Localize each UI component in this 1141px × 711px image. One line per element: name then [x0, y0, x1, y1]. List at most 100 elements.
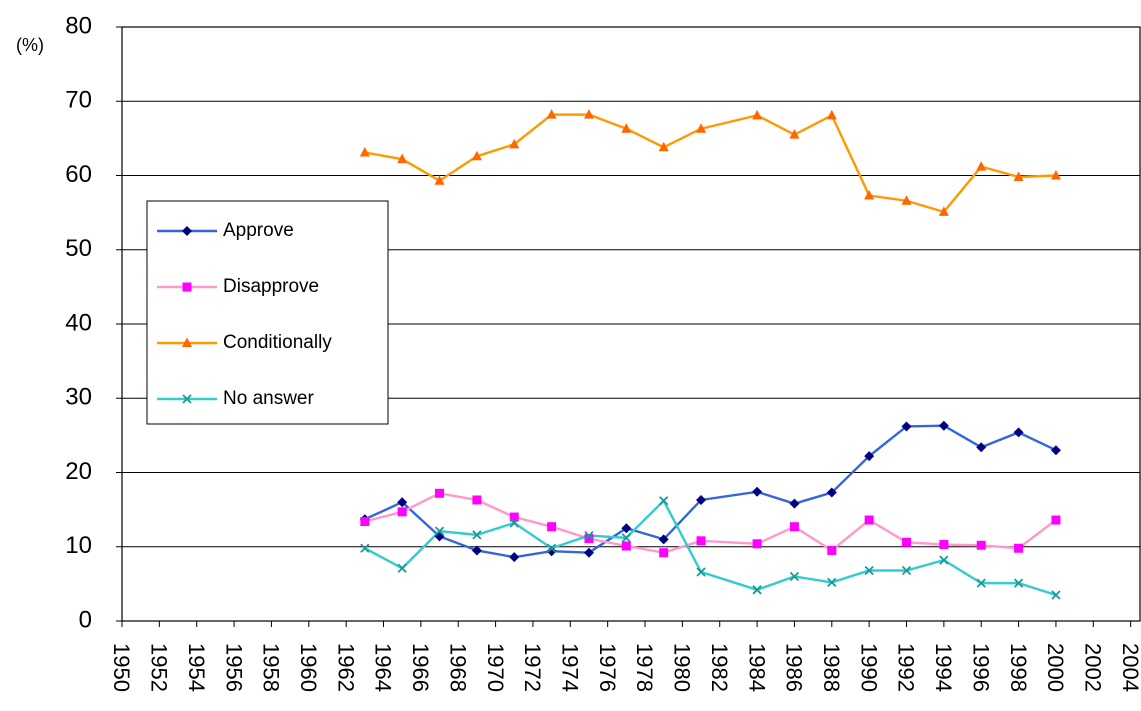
x-tick-label: 1960	[296, 643, 321, 692]
marker	[976, 540, 986, 550]
x-tick-label: 1970	[483, 643, 508, 692]
marker	[509, 518, 519, 528]
marker	[509, 552, 520, 563]
x-tick-label: 1976	[595, 643, 620, 692]
marker	[546, 543, 557, 553]
marker	[901, 195, 912, 205]
marker	[584, 534, 594, 544]
x-tick-label: 1980	[670, 643, 695, 692]
y-tick-label: 0	[79, 606, 92, 633]
marker	[546, 109, 557, 119]
x-tick-label: 2004	[1118, 643, 1141, 692]
legend-label: Disapprove	[223, 276, 319, 297]
series-line	[364, 492, 1057, 554]
marker	[976, 442, 987, 453]
marker	[901, 565, 912, 576]
marker	[976, 578, 986, 588]
marker	[1013, 171, 1024, 181]
marker	[397, 497, 408, 508]
marker	[471, 545, 482, 556]
marker	[434, 526, 445, 536]
marker	[939, 555, 949, 565]
x-tick-label: 1992	[894, 643, 919, 692]
marker	[397, 563, 407, 573]
marker	[1013, 578, 1024, 588]
marker	[658, 534, 669, 545]
marker	[435, 488, 445, 498]
marker	[752, 539, 762, 549]
x-tick-label: 1962	[333, 643, 358, 692]
y-tick-label: 30	[65, 384, 92, 411]
legend-label: Approve	[223, 220, 294, 241]
marker	[1051, 515, 1061, 525]
marker	[583, 547, 594, 558]
x-tick-label: 1972	[520, 643, 545, 692]
marker	[360, 517, 370, 527]
plot-border	[121, 26, 1141, 622]
x-tick-label: 1994	[931, 643, 956, 692]
marker	[826, 109, 837, 120]
marker	[696, 123, 707, 133]
series-line	[364, 424, 1057, 559]
marker	[583, 109, 594, 119]
x-tick-label: 1982	[707, 643, 732, 692]
marker	[902, 537, 912, 547]
marker	[359, 146, 370, 157]
marker	[584, 530, 594, 541]
marker	[1051, 590, 1061, 600]
marker	[864, 565, 874, 576]
marker	[789, 522, 799, 532]
marker	[659, 548, 669, 558]
marker	[939, 540, 949, 550]
marker	[1013, 427, 1024, 438]
x-tick-label: 1974	[557, 643, 582, 692]
marker	[864, 515, 874, 525]
x-tick-label: 1964	[371, 643, 396, 692]
y-tick-label: 60	[65, 161, 92, 188]
x-tick-label: 1968	[445, 643, 470, 692]
marker	[621, 533, 631, 543]
y-tick-label: 80	[65, 12, 92, 39]
marker	[397, 507, 407, 517]
marker	[621, 523, 632, 534]
x-tick-label: 1988	[819, 643, 844, 692]
legend-marker	[182, 337, 192, 347]
x-tick-label: 2002	[1080, 643, 1105, 692]
marker	[621, 123, 632, 133]
marker	[938, 420, 949, 431]
x-tick-label: 1952	[147, 643, 172, 692]
x-tick-label: 1950	[109, 643, 134, 692]
legend-label: No answer	[223, 388, 314, 409]
marker	[659, 496, 669, 506]
marker	[864, 190, 875, 200]
marker	[658, 141, 669, 152]
marker	[472, 530, 482, 540]
marker	[752, 109, 763, 120]
series-line	[364, 113, 1056, 214]
y-tick-label: 70	[65, 87, 92, 114]
legend-label: Conditionally	[223, 332, 332, 353]
y-tick-label: 40	[65, 309, 92, 336]
x-tick-label: 1998	[1006, 643, 1031, 692]
y-tick-label: 20	[65, 458, 92, 485]
x-tick-label: 2000	[1043, 643, 1068, 692]
marker	[546, 546, 557, 557]
x-tick-label: 1956	[221, 643, 246, 692]
marker	[547, 522, 557, 532]
x-tick-label: 1958	[259, 643, 284, 692]
marker	[1014, 543, 1024, 553]
legend-marker	[182, 226, 192, 236]
marker	[752, 585, 762, 595]
y-tick-label: 10	[65, 532, 92, 559]
marker	[471, 150, 482, 161]
legend-box	[146, 200, 389, 425]
marker	[360, 543, 370, 553]
x-tick-label: 1990	[856, 643, 881, 692]
marker	[827, 577, 837, 588]
marker	[1050, 170, 1061, 180]
marker	[696, 536, 706, 546]
marker	[397, 153, 408, 164]
marker	[864, 451, 875, 462]
marker	[789, 129, 800, 139]
